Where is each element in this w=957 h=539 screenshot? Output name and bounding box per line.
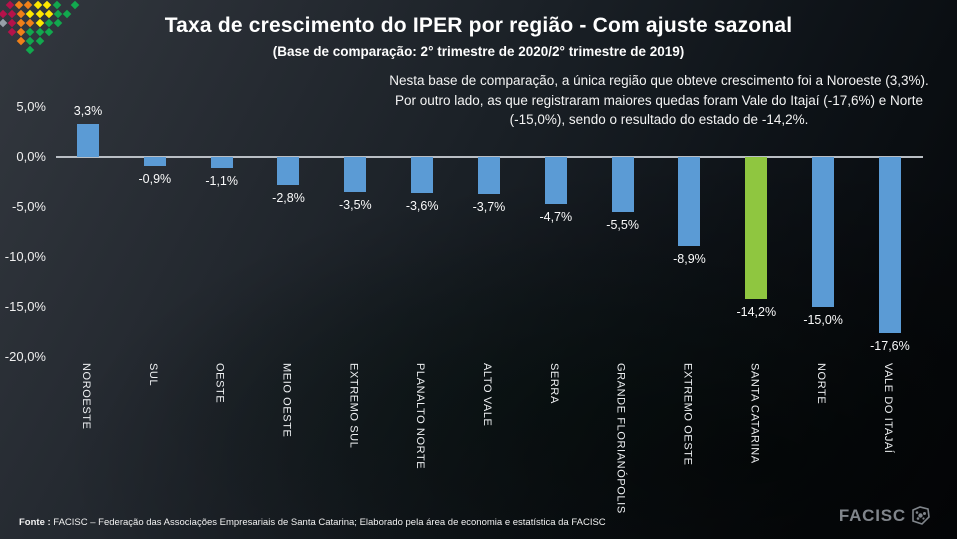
bar-value-label: -15,0% — [803, 313, 843, 327]
bar — [812, 157, 835, 307]
source-note-label: Fonte : — [19, 517, 51, 528]
category-label: SANTA CATARINA — [748, 363, 761, 464]
bar-value-label: -2,8% — [272, 191, 305, 205]
bar-value-label: -17,6% — [870, 339, 910, 353]
category-label: NORTE — [815, 363, 828, 405]
bar — [477, 157, 500, 194]
facisc-logo-mark-icon — [0, 0, 80, 55]
annotation-text: Nesta base de comparação, a única região… — [389, 73, 929, 127]
bar — [77, 124, 99, 157]
category-label: ALTO VALE — [480, 363, 493, 427]
page-title: Taxa de crescimento do IPER por região -… — [164, 14, 793, 37]
bar-value-label: -3,6% — [405, 199, 439, 213]
y-tick-label: -5,0% — [12, 199, 46, 214]
y-tick-label: -10,0% — [4, 249, 46, 264]
category-label: OESTE — [213, 363, 226, 404]
bar-value-label: -1,1% — [205, 174, 238, 188]
category-label: EXTREMO SUL — [347, 363, 360, 449]
source-note-text: FACISC – Federação das Associações Empre… — [50, 517, 606, 528]
bar-value-label: 3,3% — [73, 104, 103, 118]
bar — [611, 157, 634, 212]
category-label: SERRA — [547, 363, 560, 404]
category-label: MEIO OESTE — [280, 363, 293, 438]
bar-value-label: -14,2% — [736, 305, 777, 319]
category-label: PLANALTO NORTE — [414, 363, 427, 470]
bar — [344, 157, 367, 192]
bar-value-label: -4,7% — [539, 210, 573, 224]
y-tick-label: 5,0% — [16, 99, 46, 114]
bar-value-label: -0,9% — [138, 172, 172, 186]
y-tick-label: 0,0% — [16, 149, 46, 164]
facisc-spiral-icon — [912, 506, 930, 525]
category-label: GRANDE FLORIANÓPOLIS — [614, 363, 627, 514]
bar — [678, 157, 701, 246]
y-tick-label: -15,0% — [4, 299, 46, 314]
category-label: SUL — [146, 363, 159, 387]
source-note: Fonte : FACISC – Federação das Associaçõ… — [19, 517, 606, 528]
bar — [878, 157, 901, 333]
brand-wordmark: FACISC — [838, 505, 906, 525]
bar-value-label: -3,5% — [338, 198, 372, 212]
page-subtitle: (Base de comparação: 2° trimestre de 202… — [272, 44, 685, 59]
bar — [411, 157, 434, 193]
bar — [544, 157, 567, 204]
bar — [143, 157, 166, 166]
bar — [210, 157, 233, 168]
bar — [277, 157, 300, 185]
bar-value-label: -5,5% — [606, 218, 639, 232]
bar-value-label: -3,7% — [472, 200, 506, 214]
brand-logo: FACISC — [839, 505, 931, 526]
y-tick-label: -20,0% — [4, 349, 46, 364]
category-label: EXTREMO OESTE — [681, 363, 694, 466]
category-label: NOROESTE — [80, 363, 92, 430]
category-label: VALE DO ITAJAÍ — [881, 363, 894, 454]
bar-value-label: -8,9% — [673, 252, 706, 266]
bar-highlight — [745, 157, 768, 299]
